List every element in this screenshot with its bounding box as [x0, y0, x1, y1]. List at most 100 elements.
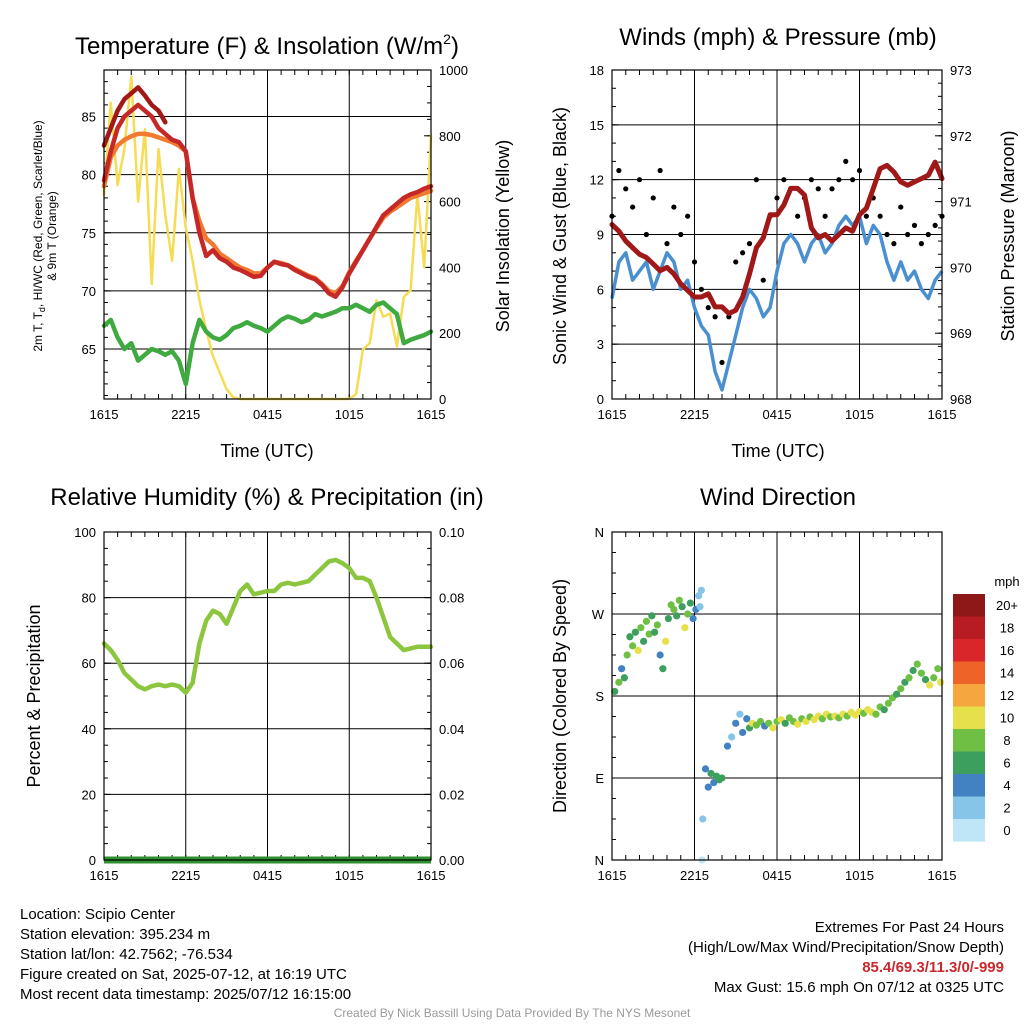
dir-left-tick-label: N — [595, 853, 604, 868]
info-latlon: Station lat/lon: 42.7562; -76.534 — [20, 946, 233, 963]
rh-right-tick-label: 0.00 — [439, 853, 464, 868]
gust-point — [636, 177, 643, 183]
wind-left-tick-label: 9 — [597, 228, 604, 243]
temp-xlabel: Time (UTC) — [220, 441, 313, 461]
wind-xtick-label: 2215 — [680, 407, 709, 422]
direction-point — [704, 783, 712, 791]
wind-series-sonic — [610, 214, 944, 392]
gust-point — [781, 177, 787, 183]
gust-point — [691, 259, 698, 265]
direction-point — [872, 710, 880, 718]
direction-point — [818, 715, 826, 723]
direction-point — [611, 687, 619, 696]
colorbar-label: 2 — [1003, 801, 1010, 816]
temp-series-heat-index — [101, 85, 168, 148]
direction-point — [695, 592, 703, 600]
direction-point — [681, 624, 689, 632]
direction-point — [684, 610, 692, 618]
temp-right-tick-label: 200 — [439, 326, 461, 341]
colorbar-label: 16 — [1000, 643, 1014, 658]
wind-right-tick-label: 970 — [950, 260, 972, 275]
dir-left-tick-label: N — [595, 525, 604, 540]
extremes-title: Extremes For Past 24 Hours — [814, 919, 1004, 936]
extremes-values: 85.4/69.3/11.3/0/-999 — [862, 959, 1004, 976]
gust-point — [808, 177, 814, 183]
dir-xtick-label: 2215 — [680, 868, 709, 883]
direction-point — [659, 665, 667, 673]
rh-left-tick-label: 100 — [74, 525, 96, 540]
gust-point — [643, 231, 649, 238]
gust-point — [884, 231, 890, 238]
wind-panel-title: Winds (mph) & Pressure (mb) — [619, 24, 936, 51]
dir-xtick-label: 0415 — [763, 868, 792, 883]
colorbar-swatch — [953, 819, 985, 842]
direction-point — [678, 603, 686, 611]
direction-point — [701, 765, 710, 773]
rh-ylabel-left: Percent & Precipitation — [24, 604, 44, 787]
colorbar-swatch — [953, 729, 985, 752]
direction-point — [648, 612, 656, 620]
direction-point — [662, 637, 670, 645]
rh-right-tick-label: 0.04 — [439, 722, 464, 737]
wind-right-tick-label: 973 — [950, 63, 972, 78]
colorbar-label: 0 — [1003, 823, 1010, 838]
direction-point — [756, 717, 765, 726]
colorbar-swatch — [953, 594, 985, 617]
direction-point — [880, 706, 888, 714]
info-created: Figure created on Sat, 2025-07-12, at 16… — [20, 966, 347, 983]
direction-point — [707, 769, 715, 778]
extremes-info: Extremes For Past 24 Hours (High/Low/Max… — [688, 918, 1004, 998]
dir-xtick-label: 1015 — [845, 868, 874, 883]
direction-point — [620, 674, 628, 682]
gust-point — [905, 231, 911, 238]
direction-point — [732, 719, 740, 727]
temp-xtick-label: 2215 — [171, 407, 200, 422]
gust-point — [891, 241, 897, 247]
temp-left-tick-label: 80 — [82, 168, 96, 183]
gust-point — [829, 186, 835, 192]
gust-point — [856, 167, 863, 174]
temp-xtick-label: 1015 — [335, 407, 364, 422]
rh-left-tick-label: 40 — [82, 722, 96, 737]
gust-point — [664, 241, 670, 247]
colorbar-label: 10 — [1000, 711, 1014, 726]
credit-line: Created By Nick Bassill Using Data Provi… — [333, 1006, 691, 1020]
colorbar-swatch — [953, 706, 985, 729]
wind-series-pressure — [609, 159, 945, 316]
direction-point — [921, 676, 930, 684]
gust-point — [925, 231, 931, 238]
wind-left-tick-label: 18 — [590, 63, 604, 78]
wind-right-tick-label: 968 — [950, 392, 972, 407]
dir-ylabel-left: Direction (Colored By Speed) — [550, 579, 570, 813]
wind-ylabel-right: Station Pressure (Maroon) — [998, 130, 1018, 341]
wind-right-tick-label: 972 — [950, 129, 972, 144]
direction-point — [794, 720, 802, 728]
temp-left-tick-label: 75 — [82, 226, 96, 241]
gust-point — [918, 241, 924, 247]
direction-point — [913, 660, 921, 668]
rh-xtick-label: 1615 — [417, 868, 446, 883]
direction-point — [917, 669, 925, 677]
rh-xtick-label: 1615 — [90, 868, 119, 883]
colorbar-swatch — [953, 639, 985, 662]
temp-xtick-label: 1615 — [417, 407, 446, 422]
wind-frame — [611, 69, 943, 400]
direction-point — [736, 710, 744, 718]
wind-left-tick-label: 3 — [597, 337, 604, 352]
direction-point — [884, 699, 892, 707]
colorbar-label: 8 — [1003, 733, 1010, 748]
direction-point — [781, 719, 789, 727]
direction-point — [689, 614, 697, 623]
direction-point — [623, 651, 631, 659]
direction-point — [905, 674, 913, 682]
gust-point — [795, 213, 801, 219]
gust-point — [753, 177, 759, 183]
gust-point — [822, 213, 828, 219]
wind-right-tick-label: 969 — [950, 326, 972, 341]
max-gust: Max Gust: 15.6 mph On 07/12 at 0325 UTC — [713, 979, 1004, 996]
direction-point — [699, 815, 707, 823]
temp-series-td — [101, 300, 434, 387]
rh-right-tick-label: 0.08 — [439, 591, 464, 606]
direction-point — [718, 774, 726, 782]
